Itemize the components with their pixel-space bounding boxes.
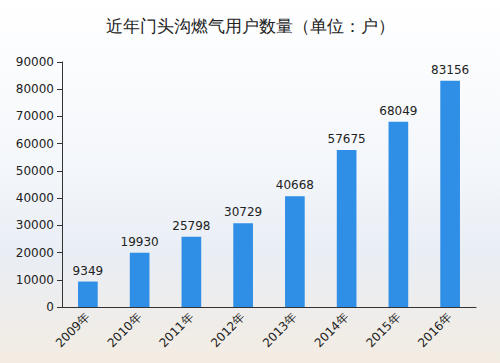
svg-text:40000: 40000 bbox=[16, 191, 54, 205]
svg-text:50000: 50000 bbox=[16, 164, 54, 178]
svg-text:2012年: 2012年 bbox=[208, 310, 248, 350]
svg-text:70000: 70000 bbox=[16, 109, 54, 123]
svg-text:2015年: 2015年 bbox=[363, 310, 403, 350]
svg-text:2010年: 2010年 bbox=[105, 310, 145, 350]
svg-text:30000: 30000 bbox=[16, 218, 54, 232]
svg-text:10000: 10000 bbox=[16, 273, 54, 287]
svg-text:2011年: 2011年 bbox=[156, 310, 196, 350]
svg-text:83156: 83156 bbox=[431, 63, 469, 77]
svg-text:2014年: 2014年 bbox=[312, 310, 352, 350]
svg-text:9349: 9349 bbox=[73, 264, 104, 278]
svg-text:0: 0 bbox=[46, 300, 54, 314]
svg-text:2009年: 2009年 bbox=[53, 310, 93, 350]
svg-text:19930: 19930 bbox=[121, 235, 159, 249]
svg-text:80000: 80000 bbox=[16, 82, 54, 96]
svg-text:68049: 68049 bbox=[379, 104, 417, 118]
svg-text:25798: 25798 bbox=[172, 219, 210, 233]
svg-text:57675: 57675 bbox=[328, 132, 366, 146]
svg-text:20000: 20000 bbox=[16, 246, 54, 260]
svg-text:30729: 30729 bbox=[224, 205, 262, 219]
svg-text:2013年: 2013年 bbox=[260, 310, 300, 350]
svg-text:90000: 90000 bbox=[16, 55, 54, 69]
svg-text:2016年: 2016年 bbox=[415, 310, 455, 350]
svg-text:60000: 60000 bbox=[16, 137, 54, 151]
svg-text:近年门头沟燃气用户数量（单位：户）: 近年门头沟燃气用户数量（单位：户） bbox=[106, 16, 395, 36]
svg-text:40668: 40668 bbox=[276, 178, 314, 192]
